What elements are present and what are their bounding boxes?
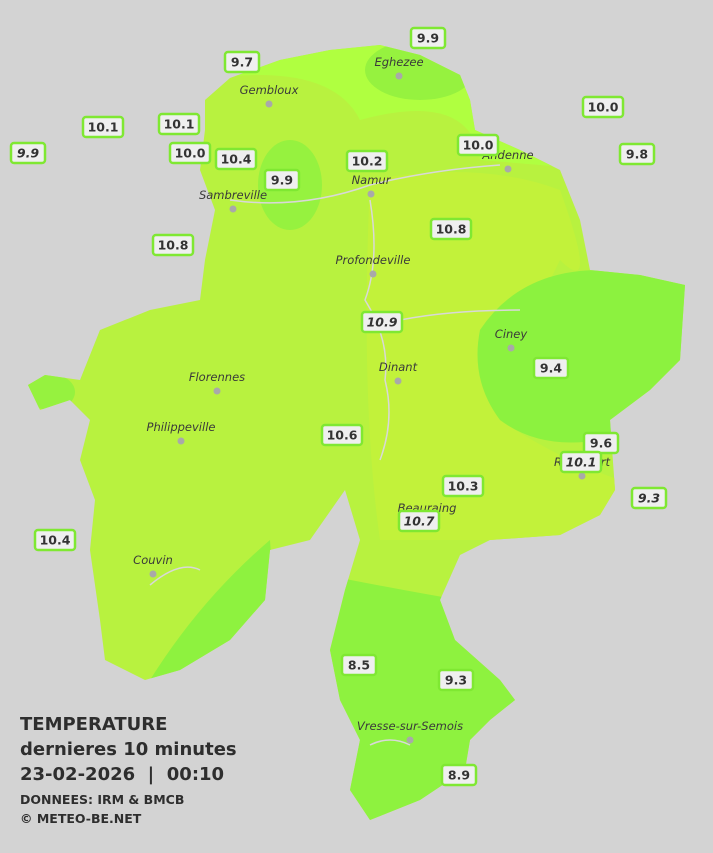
- station-value: 10.6: [327, 428, 358, 443]
- legend-datetime: 23-02-2026 | 00:10: [20, 764, 224, 785]
- station-value: 9.4: [540, 361, 562, 376]
- stations: 9.9 9.7 10.1 10.1 10.0 9.9 10.0 10.4 10.2 10.0 9.8…: [9, 26, 668, 787]
- city-dot: [229, 205, 237, 213]
- city-label: Couvin: [133, 553, 173, 567]
- station-box: [9, 141, 47, 165]
- station-box: [532, 356, 570, 380]
- station-value: 9.6: [590, 436, 612, 451]
- city-label: Profondeville: [336, 253, 411, 267]
- city-dot: [213, 387, 221, 395]
- station-box: [437, 668, 475, 692]
- city-dot: [265, 100, 273, 108]
- city-label: Sambreville: [199, 188, 267, 202]
- station-value: 10.2: [352, 154, 383, 169]
- station-value: 9.8: [626, 147, 648, 162]
- city-dot: [177, 437, 185, 445]
- city-dot: [406, 736, 414, 744]
- legend-title: TEMPERATURE: [20, 714, 167, 735]
- station-box: [397, 509, 441, 533]
- station-box: [214, 147, 258, 171]
- city-dot: [504, 165, 512, 173]
- station-box: [440, 763, 478, 787]
- station-value: 9.3: [638, 491, 660, 506]
- station-value: 10.8: [436, 222, 467, 237]
- legend-source: DONNEES: IRM & BMCB: [20, 792, 184, 807]
- legend-copyright: © METEO-BE.NET: [20, 811, 142, 826]
- station-value: 10.1: [164, 117, 195, 132]
- city-dot: [369, 270, 377, 278]
- city-label: Namur: [352, 173, 392, 187]
- legend-subtitle: dernieres 10 minutes: [20, 739, 237, 760]
- station-box: [345, 149, 389, 173]
- city-dot: [394, 377, 402, 385]
- station-box: [168, 141, 212, 165]
- station-value: 10.4: [40, 533, 71, 548]
- city-label: Ciney: [495, 327, 528, 341]
- station-box: [360, 310, 404, 334]
- station-value: 10.9: [367, 315, 398, 330]
- city-dot: [367, 190, 375, 198]
- city-dot: [149, 570, 157, 578]
- station-box: [223, 50, 261, 74]
- city-dot: [507, 344, 515, 352]
- city-label: Dinant: [379, 360, 418, 374]
- city-label: Philippeville: [147, 420, 216, 434]
- station-value: 9.9: [417, 31, 439, 46]
- city-label: Gembloux: [240, 83, 299, 97]
- city-label: Eghezee: [374, 55, 423, 69]
- station-box: [320, 423, 364, 447]
- station-box: [340, 653, 378, 677]
- station-value: 9.9: [17, 146, 39, 161]
- station-box: [441, 474, 485, 498]
- station-value: 8.5: [348, 658, 370, 673]
- station-box: [618, 142, 656, 166]
- station-value: 9.7: [231, 55, 253, 70]
- station-value: 10.1: [88, 120, 119, 135]
- station-value: 10.0: [175, 146, 206, 161]
- station-value: 10.4: [221, 152, 252, 167]
- station-value: 10.1: [566, 455, 597, 470]
- station-box: [263, 168, 301, 192]
- station-box: [157, 112, 201, 136]
- province: [28, 45, 685, 820]
- city-dot: [395, 72, 403, 80]
- station-box: [559, 450, 603, 474]
- station-value: 10.0: [463, 138, 494, 153]
- station-box: [33, 528, 77, 552]
- city-label: Vresse-sur-Semois: [357, 719, 463, 733]
- station-value: 10.3: [448, 479, 479, 494]
- station-value: 10.7: [404, 514, 435, 529]
- station-box: [630, 486, 668, 510]
- station-value: 10.0: [588, 100, 619, 115]
- station-box: [581, 95, 625, 119]
- station-box: [429, 217, 473, 241]
- station-value: 10.8: [158, 238, 189, 253]
- station-box: [81, 115, 125, 139]
- station-value: 9.3: [445, 673, 467, 688]
- station-box: [456, 133, 500, 157]
- station-value: 9.9: [271, 173, 293, 188]
- station-box: [151, 233, 195, 257]
- city-label: Florennes: [189, 370, 245, 384]
- city-dot: [578, 472, 586, 480]
- station-box: [409, 26, 447, 50]
- station-value: 8.9: [448, 768, 470, 783]
